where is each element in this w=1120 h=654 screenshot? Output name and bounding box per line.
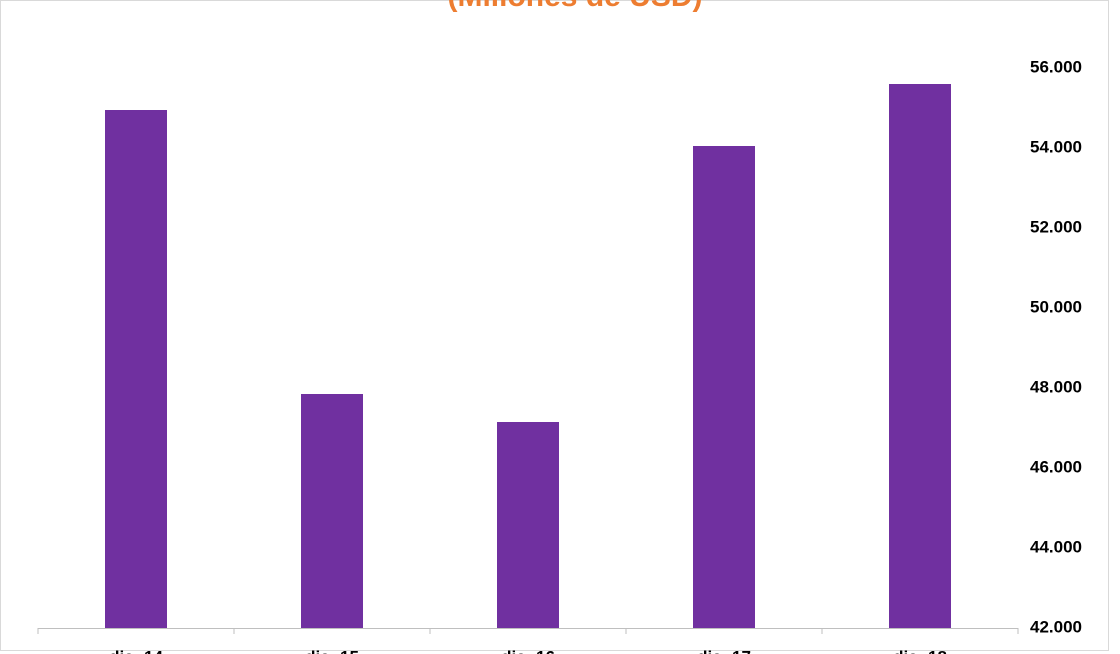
y-tick-label: 48.000 (1030, 377, 1082, 396)
x-tick-label: dic.-17 (697, 647, 751, 654)
bar (301, 394, 363, 628)
y-tick-label: 44.000 (1030, 537, 1082, 556)
bar (105, 110, 167, 628)
y-tick-label: 52.000 (1030, 217, 1082, 236)
x-tick-label: dic.-15 (305, 647, 359, 654)
y-tick-label: 42.000 (1030, 617, 1082, 636)
bar (889, 84, 951, 628)
chart-title: (Millones de USD) (447, 0, 702, 13)
y-tick-label: 56.000 (1030, 57, 1082, 76)
y-tick-label: 54.000 (1030, 137, 1082, 156)
x-tick-label: dic.-16 (501, 647, 555, 654)
y-tick-label: 46.000 (1030, 457, 1082, 476)
y-tick-label: 50.000 (1030, 297, 1082, 316)
x-tick-label: dic.-14 (109, 647, 163, 654)
bar (497, 422, 559, 628)
x-tick-label: dic.-18 (893, 647, 947, 654)
bar (693, 146, 755, 628)
